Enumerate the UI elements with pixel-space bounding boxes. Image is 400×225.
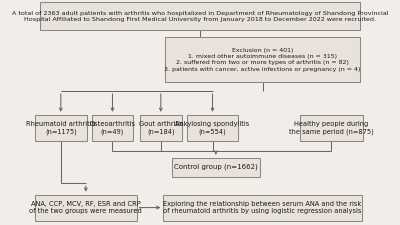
Text: Osteoarthritis
(n=49): Osteoarthritis (n=49) <box>90 121 136 135</box>
Text: Exclusion (n = 401)
1. mixed other autoimmune diseases (n = 315)
2. suffered fro: Exclusion (n = 401) 1. mixed other autoi… <box>164 47 361 72</box>
FancyBboxPatch shape <box>172 158 260 177</box>
Text: Rheumatoid arthritis
(n=1175): Rheumatoid arthritis (n=1175) <box>26 121 95 135</box>
FancyBboxPatch shape <box>300 115 363 141</box>
FancyBboxPatch shape <box>35 195 137 220</box>
Text: Healthy people during
the same period (n=875): Healthy people during the same period (n… <box>289 121 374 135</box>
Text: Ankylosing spondylitis
(n=554): Ankylosing spondylitis (n=554) <box>175 121 250 135</box>
FancyBboxPatch shape <box>35 115 87 141</box>
FancyBboxPatch shape <box>163 195 362 220</box>
Text: Exploring the relationship between serum ANA and the risk
of rheumatoid arthriti: Exploring the relationship between serum… <box>163 201 362 214</box>
FancyBboxPatch shape <box>187 115 238 141</box>
FancyBboxPatch shape <box>40 2 360 30</box>
Text: ANA, CCP, MCV, RF, ESR and CRP
of the two groups were measured: ANA, CCP, MCV, RF, ESR and CRP of the tw… <box>30 201 142 214</box>
Text: Gout arthritis
(n=184): Gout arthritis (n=184) <box>138 121 183 135</box>
Text: A total of 2363 adult patients with arthritis who hospitalized in Department of : A total of 2363 adult patients with arth… <box>12 11 388 22</box>
FancyBboxPatch shape <box>140 115 182 141</box>
Text: Control group (n=1662): Control group (n=1662) <box>174 164 258 170</box>
FancyBboxPatch shape <box>165 37 360 82</box>
FancyBboxPatch shape <box>92 115 133 141</box>
